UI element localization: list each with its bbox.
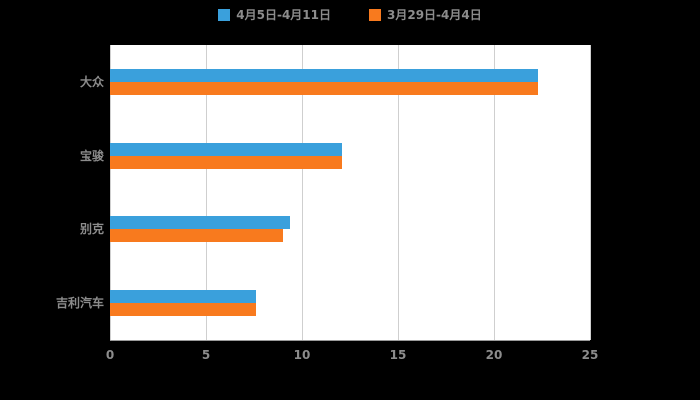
gridline xyxy=(590,45,591,340)
gridline xyxy=(206,45,207,340)
gridline xyxy=(302,45,303,340)
x-tick-label: 15 xyxy=(389,348,407,362)
bar-3月29日-4月4日 xyxy=(110,155,343,169)
x-tick-label: 20 xyxy=(485,348,503,362)
legend-label-series2: 3月29日-4月4日 xyxy=(387,8,482,22)
gridline xyxy=(494,45,495,340)
bar-3月29日-4月4日 xyxy=(110,81,539,95)
legend-swatch-orange xyxy=(369,8,381,21)
legend-label-series1: 4月5日-4月11日 xyxy=(236,8,331,22)
x-tick-label: 0 xyxy=(105,348,115,362)
bar-4月5日-4月11日 xyxy=(110,68,539,82)
bar-4月5日-4月11日 xyxy=(110,290,256,304)
x-tick-label: 25 xyxy=(581,348,599,362)
x-tick-label: 10 xyxy=(293,348,311,362)
legend: 4月5日-4月11日 3月29日-4月4日 xyxy=(0,6,700,23)
bar-3月29日-4月4日 xyxy=(110,229,283,243)
x-tick-label: 5 xyxy=(201,348,211,362)
gridline xyxy=(110,45,111,340)
category-label: 吉利汽车 xyxy=(55,296,104,311)
plot-area xyxy=(110,45,591,341)
legend-item-series2[interactable]: 3月29日-4月4日 xyxy=(369,6,482,23)
category-label: 别克 xyxy=(79,222,104,237)
bar-4月5日-4月11日 xyxy=(110,216,291,230)
legend-swatch-blue xyxy=(218,8,231,21)
bar-4月5日-4月11日 xyxy=(110,142,343,156)
gridline xyxy=(398,45,399,340)
category-label: 大众 xyxy=(79,74,104,89)
bar-3月29日-4月4日 xyxy=(110,303,256,317)
category-label: 宝骏 xyxy=(79,148,104,163)
legend-item-series1[interactable]: 4月5日-4月11日 xyxy=(218,6,331,23)
